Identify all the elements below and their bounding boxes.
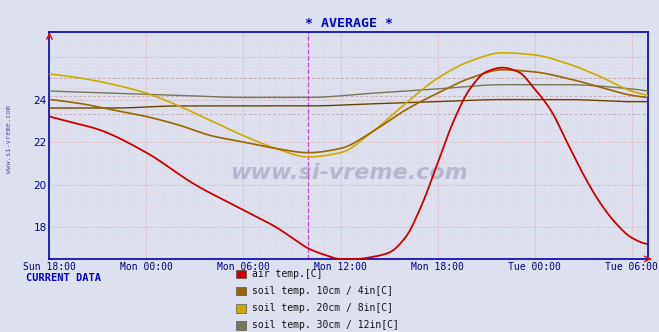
Text: www.si-vreme.com: www.si-vreme.com (5, 106, 12, 173)
Text: soil temp. 10cm / 4in[C]: soil temp. 10cm / 4in[C] (252, 286, 393, 296)
Text: www.si-vreme.com: www.si-vreme.com (230, 163, 467, 183)
Title: * AVERAGE *: * AVERAGE * (304, 17, 393, 30)
Text: soil temp. 30cm / 12in[C]: soil temp. 30cm / 12in[C] (252, 320, 399, 330)
Text: CURRENT DATA: CURRENT DATA (26, 273, 101, 283)
Text: air temp.[C]: air temp.[C] (252, 269, 322, 279)
Text: soil temp. 20cm / 8in[C]: soil temp. 20cm / 8in[C] (252, 303, 393, 313)
